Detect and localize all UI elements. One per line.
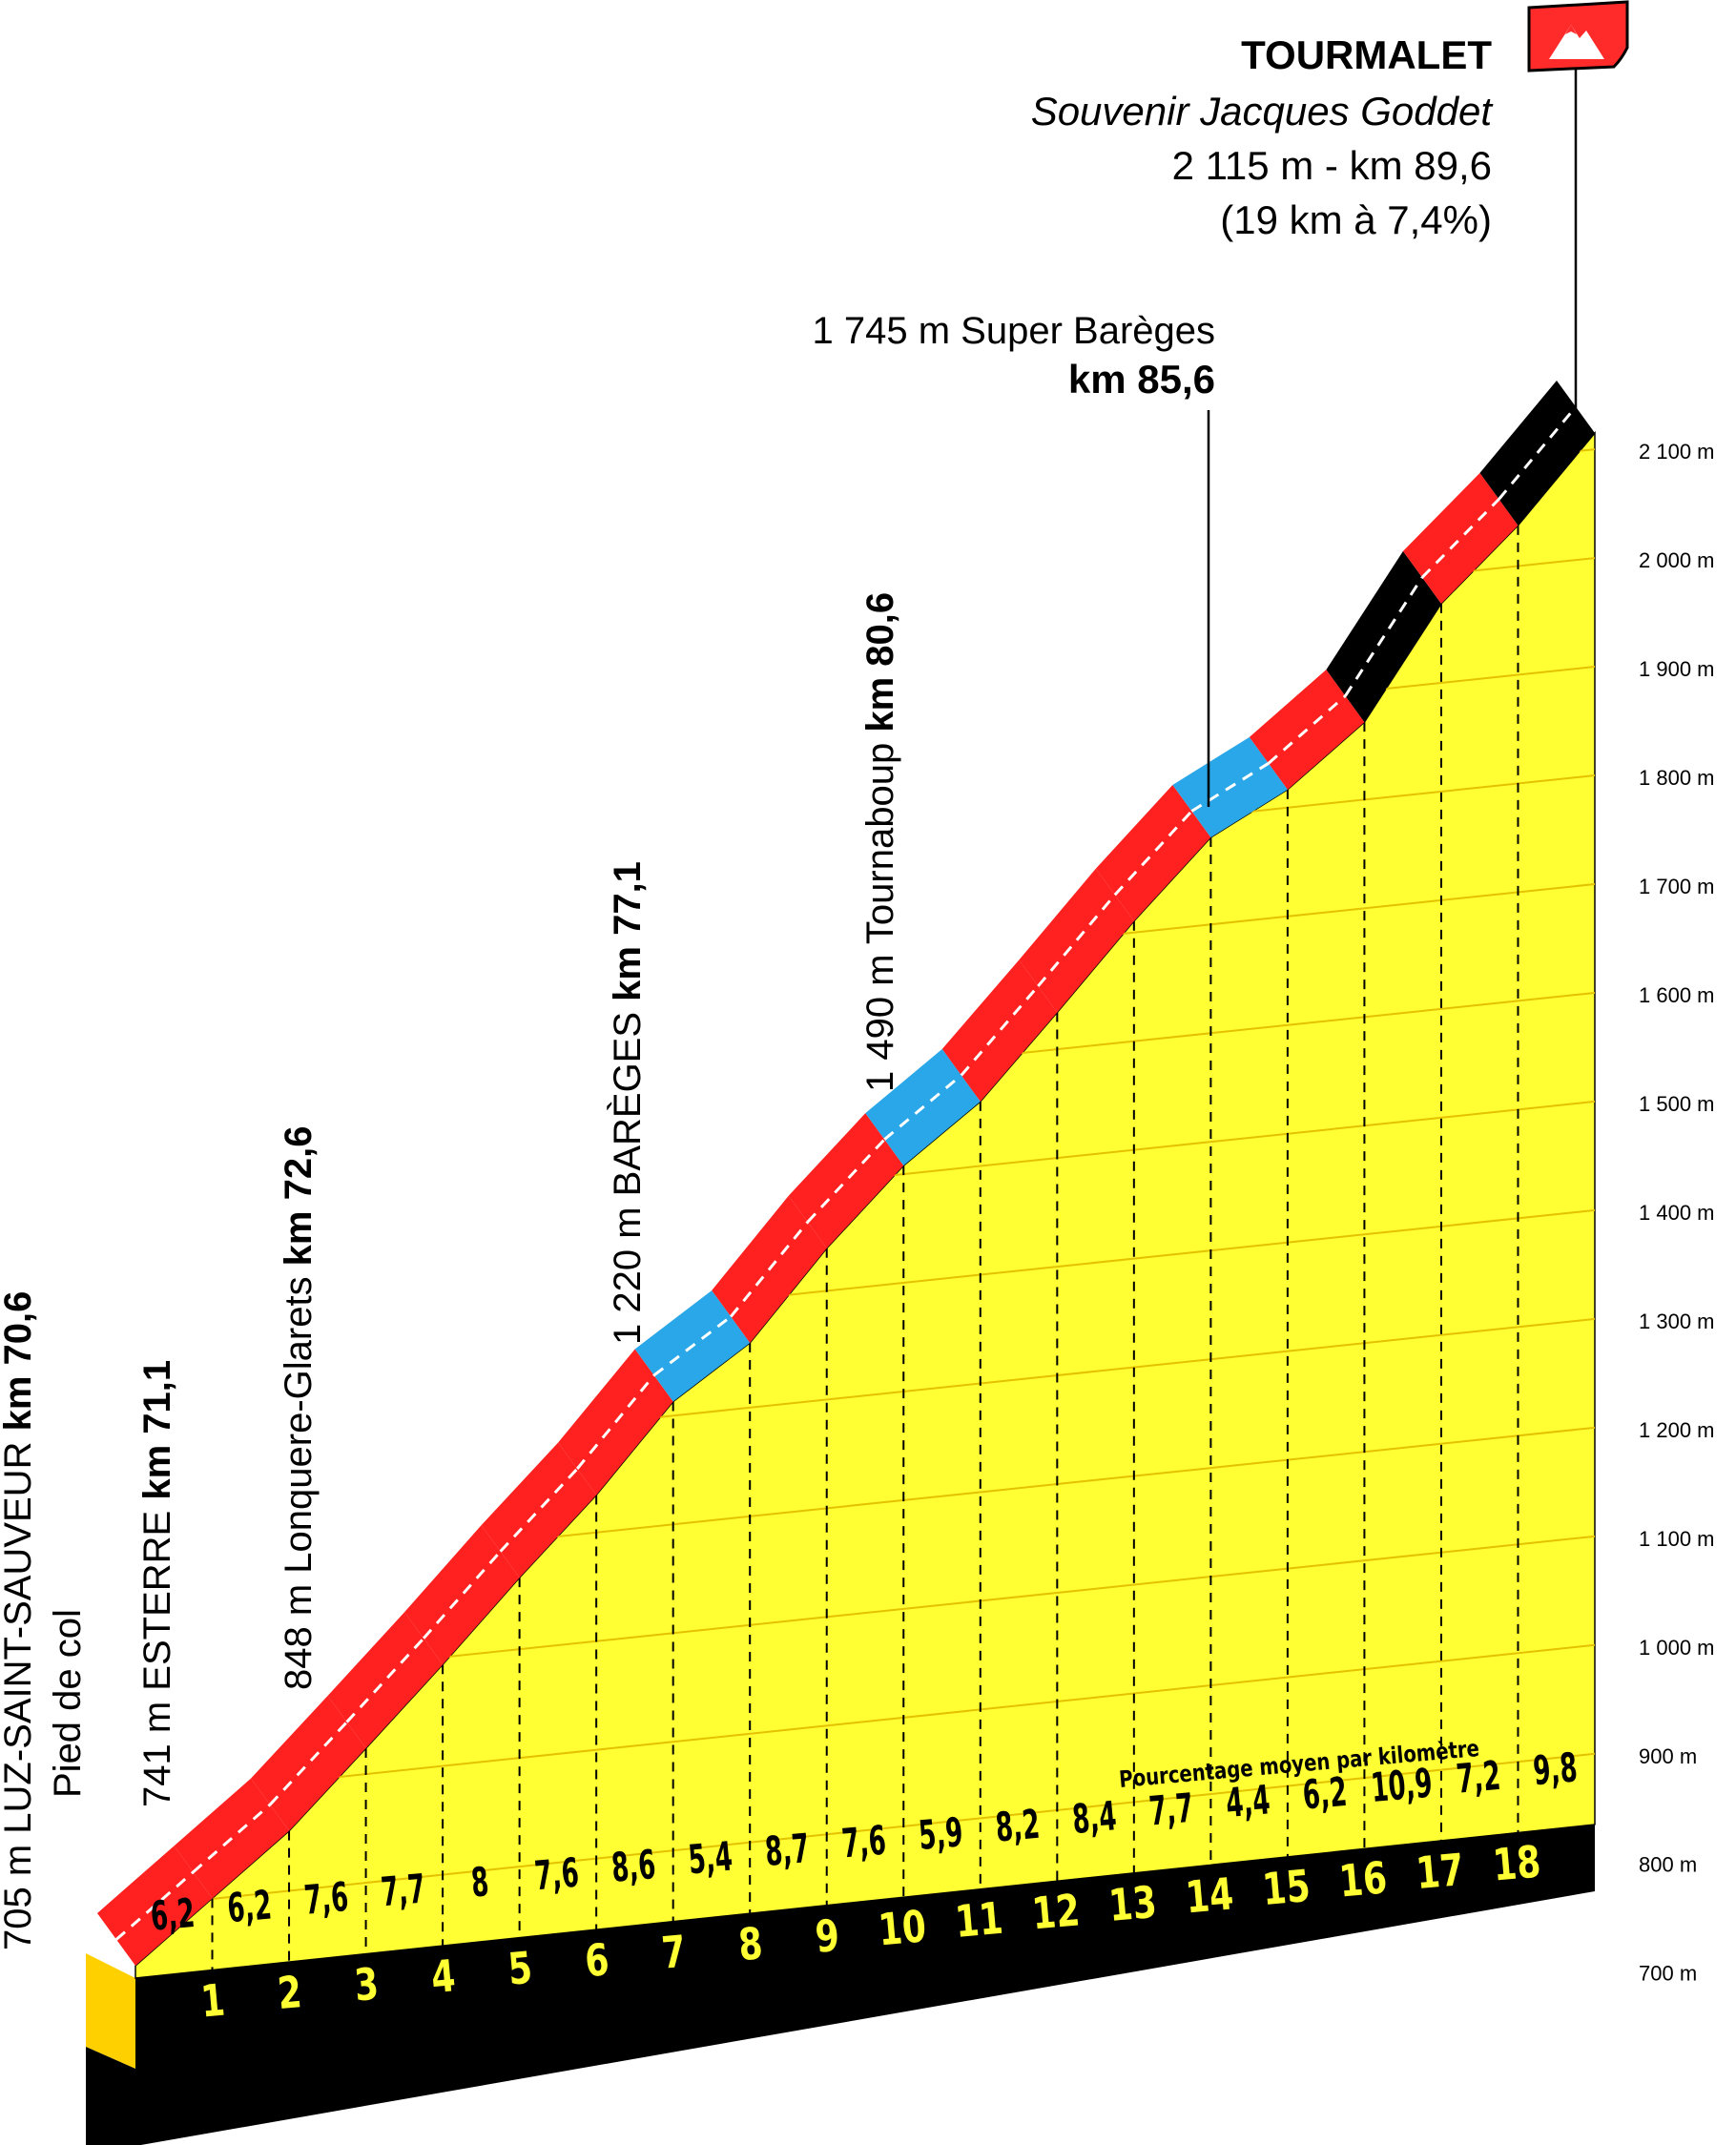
grade-segment xyxy=(481,1442,597,1578)
altitude-grid-line xyxy=(135,448,1595,604)
altitude-tick-label: 800 m xyxy=(1639,1853,1697,1877)
grade-segment xyxy=(327,1612,444,1749)
grade-segment xyxy=(788,1113,904,1248)
km-label: 5 xyxy=(506,1942,535,1994)
km-labels: 1 2 3 4 5 6 7 8 9 10 11 12 13 14 15 16 17 18 xyxy=(198,1836,1542,2028)
grade-label: 9,8 xyxy=(1532,1745,1580,1795)
grade-label: 6,2 xyxy=(1301,1770,1349,1820)
km-label: 1 xyxy=(198,1974,227,2027)
altitude-tick-label: 900 m xyxy=(1639,1744,1697,1768)
grade-segment xyxy=(1402,472,1519,604)
base-bar xyxy=(86,1825,1595,2145)
route-dash xyxy=(192,1804,272,1873)
route-dash xyxy=(652,1315,733,1377)
grade-label: 8 xyxy=(469,1860,490,1907)
km-label: 18 xyxy=(1491,1836,1542,1891)
altitude-tick-label: 1 500 m xyxy=(1639,1092,1715,1116)
grade-segment xyxy=(1095,784,1211,921)
km-label: 9 xyxy=(814,1909,842,1962)
grade-label: 7,2 xyxy=(1455,1754,1502,1804)
km-label: 7 xyxy=(660,1926,689,1978)
grade-label: 7,6 xyxy=(533,1850,581,1900)
altitude-tick-label: 1 100 m xyxy=(1639,1527,1715,1551)
altitude-tick-label: 2 100 m xyxy=(1639,440,1715,464)
grade-label: 8,4 xyxy=(1070,1794,1118,1844)
grade-label: 6,2 xyxy=(149,1891,196,1941)
grade-label: 4,4 xyxy=(1224,1778,1271,1827)
km-label: 17 xyxy=(1414,1845,1465,1900)
altitude-tick-label: 1 800 m xyxy=(1639,766,1715,790)
summit-subtitle: Souvenir Jacques Goddet xyxy=(1031,89,1495,134)
base-bar-side xyxy=(86,2047,135,2145)
grade-label: 5,4 xyxy=(687,1834,734,1884)
grade-label: 6,2 xyxy=(226,1883,274,1932)
altitude-tick-label: 1 000 m xyxy=(1639,1636,1715,1660)
grade-label: 8,6 xyxy=(610,1843,657,1892)
grade-label: 8,7 xyxy=(763,1826,811,1876)
route-dash xyxy=(1267,694,1347,765)
grade-label: 7,6 xyxy=(302,1875,350,1925)
waypoint-lonquere-glarets: 848 m Lonquere-Glarets km 72,6 xyxy=(278,1126,320,1690)
km-label: 2 xyxy=(276,1967,304,2019)
altitude-tick-label: 1 200 m xyxy=(1639,1418,1715,1442)
grade-segment xyxy=(404,1525,520,1665)
altitude-tick-label: 1 700 m xyxy=(1639,875,1715,898)
altitude-axis: 700 m 800 m 900 m 1 000 m 1 100 m 1 200 m 1 30… xyxy=(1639,440,1715,1986)
altitude-tick-label: 1 600 m xyxy=(1639,983,1715,1007)
waypoint-super-bareges-km: km 85,6 xyxy=(1068,357,1215,402)
altitude-tick-label: 1 300 m xyxy=(1639,1310,1715,1333)
route-dash xyxy=(730,1221,809,1318)
km-label: 15 xyxy=(1260,1861,1312,1916)
km-label: 16 xyxy=(1337,1852,1389,1908)
route-dash xyxy=(1420,498,1500,579)
grade-label: 5,9 xyxy=(917,1810,964,1860)
waypoint-super-bareges: 1 745 m Super Barèges xyxy=(813,310,1215,352)
km-label: 3 xyxy=(352,1958,381,2011)
km-label: 4 xyxy=(429,1950,458,2003)
start-block xyxy=(86,1953,135,2069)
altitude-grid-line xyxy=(135,1752,1595,1908)
route-dash xyxy=(115,1870,195,1941)
km-label: 10 xyxy=(877,1901,928,1956)
km-label: 13 xyxy=(1106,1876,1158,1931)
waypoint-pied-de-col: Pied de col xyxy=(47,1609,89,1798)
route-dash xyxy=(1190,762,1270,813)
summit-name: TOURMALET xyxy=(1241,32,1492,77)
summit-climb-stats: (19 km à 7,4%) xyxy=(1220,197,1492,242)
grade-labels: 6,2 6,2 7,6 7,7 8 7,6 8,6 5,4 8,7 7,6 5,9 8,2 8,4 7,7… xyxy=(149,1745,1580,1940)
grade-label: 10,9 xyxy=(1369,1761,1434,1811)
waypoint-bareges: 1 220 m BARÈGES km 77,1 xyxy=(606,861,649,1345)
summit-altitude-km: 2 115 m - km 89,6 xyxy=(1172,143,1492,188)
km-label: 11 xyxy=(953,1892,1004,1948)
route-dash xyxy=(883,1074,962,1141)
route-dash xyxy=(1344,576,1424,697)
km-divider-lines xyxy=(211,525,1519,1970)
grade-label: 7,7 xyxy=(380,1867,427,1916)
waypoint-luz-saint-sauveur: 705 m LUZ-SAINT-SAUVEUR km 70,6 xyxy=(0,1291,39,1950)
grade-label: 7,7 xyxy=(1147,1785,1195,1835)
altitude-tick-label: 1 400 m xyxy=(1639,1201,1715,1225)
route-dash xyxy=(575,1374,655,1470)
grade-label: 7,6 xyxy=(840,1818,888,1867)
km-label: 12 xyxy=(1030,1885,1082,1940)
km-label: 8 xyxy=(736,1918,765,1970)
mountain-summit-icon xyxy=(1527,0,1629,72)
altitude-tick-label: 1 900 m xyxy=(1639,657,1715,681)
altitude-tick-label: 700 m xyxy=(1639,1962,1697,1986)
base-bar-front xyxy=(135,1825,1595,2145)
route-centre-dashes xyxy=(115,405,1578,1941)
waypoint-esterre: 741 m ESTERRE km 71,1 xyxy=(136,1360,178,1807)
grade-segment xyxy=(251,1696,366,1831)
altitude-tick-label: 2 000 m xyxy=(1639,548,1715,572)
grade-label: 8,2 xyxy=(994,1802,1042,1851)
waypoint-tournaboup: 1 490 m Tournaboup km 80,6 xyxy=(859,592,901,1092)
altitude-grid-line xyxy=(135,1643,1595,1800)
km-label: 14 xyxy=(1184,1868,1235,1924)
km-label: 6 xyxy=(583,1934,611,1987)
